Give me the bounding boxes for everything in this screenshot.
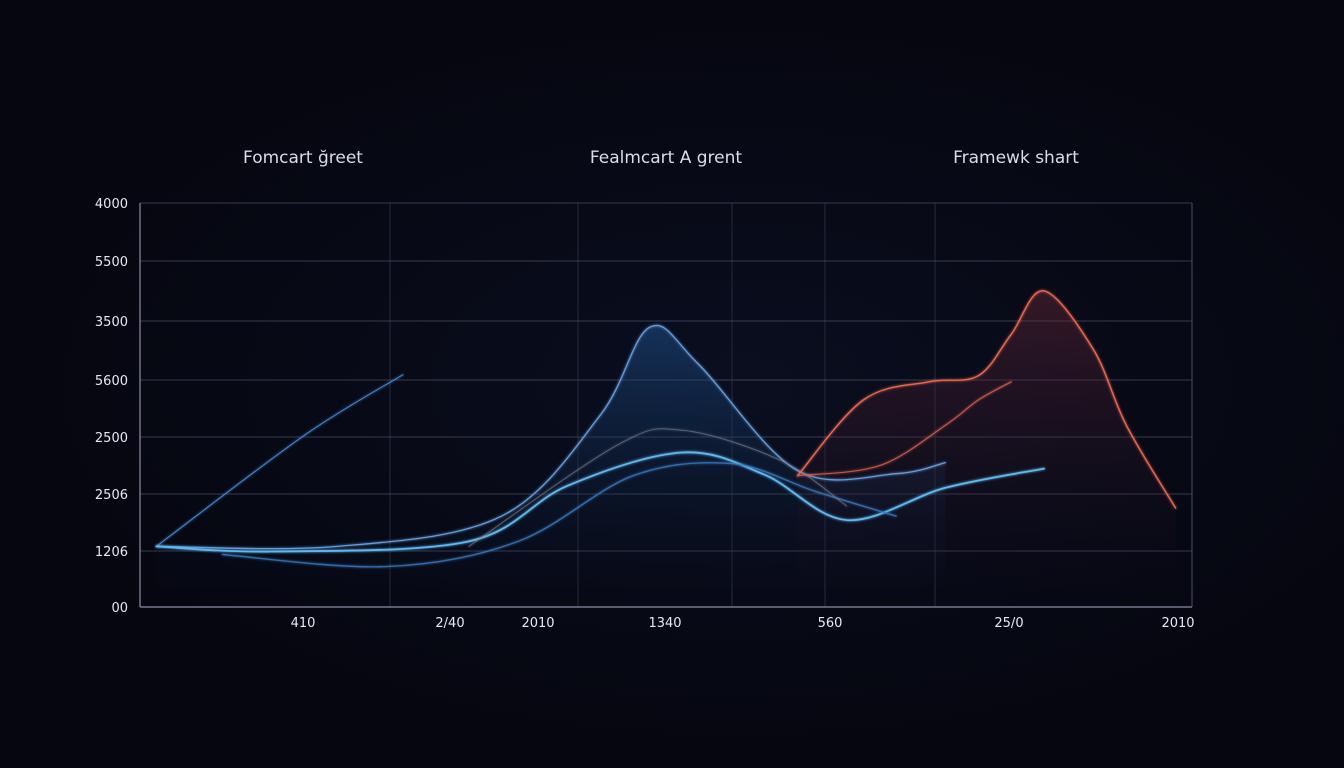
x-tick-label: 25/0 — [994, 616, 1023, 631]
x-tick-label: 560 — [818, 616, 843, 631]
series-line — [155, 374, 404, 547]
series-line — [221, 461, 897, 568]
panel-title-center: Fealmcart A grent — [589, 148, 743, 168]
x-tick-label: 2010 — [521, 616, 554, 631]
series-line — [155, 324, 947, 550]
y-tick-label: 4000 — [95, 197, 128, 212]
panel-title-right: Framewk shart — [953, 148, 1079, 168]
y-tick-label: 2506 — [95, 488, 128, 503]
y-tick-label: 00 — [111, 601, 128, 616]
axes — [139, 203, 1193, 608]
x-tick-label: 410 — [291, 616, 316, 631]
y-tick-label: 5600 — [95, 374, 128, 389]
x-tick-labels: 410 2/40 2010 1340 560 25/0 2010 — [291, 616, 1195, 631]
y-tick-labels: 4000 5500 3500 5600 2500 2506 1206 00 — [95, 197, 128, 616]
x-tick-label: 1340 — [648, 616, 681, 631]
series-line — [796, 290, 1177, 509]
y-tick-label: 1206 — [95, 545, 128, 560]
y-tick-label: 5500 — [95, 255, 128, 270]
series-line — [468, 428, 848, 547]
series-line — [796, 381, 1012, 477]
y-tick-label: 2500 — [95, 431, 128, 446]
series-line — [155, 451, 1045, 553]
area-fills — [156, 290, 1176, 587]
x-tick-label: 2/40 — [435, 616, 464, 631]
series-area — [156, 325, 946, 587]
series-area — [797, 290, 1176, 587]
series-lines — [155, 290, 1177, 568]
y-tick-label: 3500 — [95, 315, 128, 330]
x-tick-label: 2010 — [1161, 616, 1194, 631]
panel-title-left: Fomcart ğreet — [243, 148, 363, 168]
